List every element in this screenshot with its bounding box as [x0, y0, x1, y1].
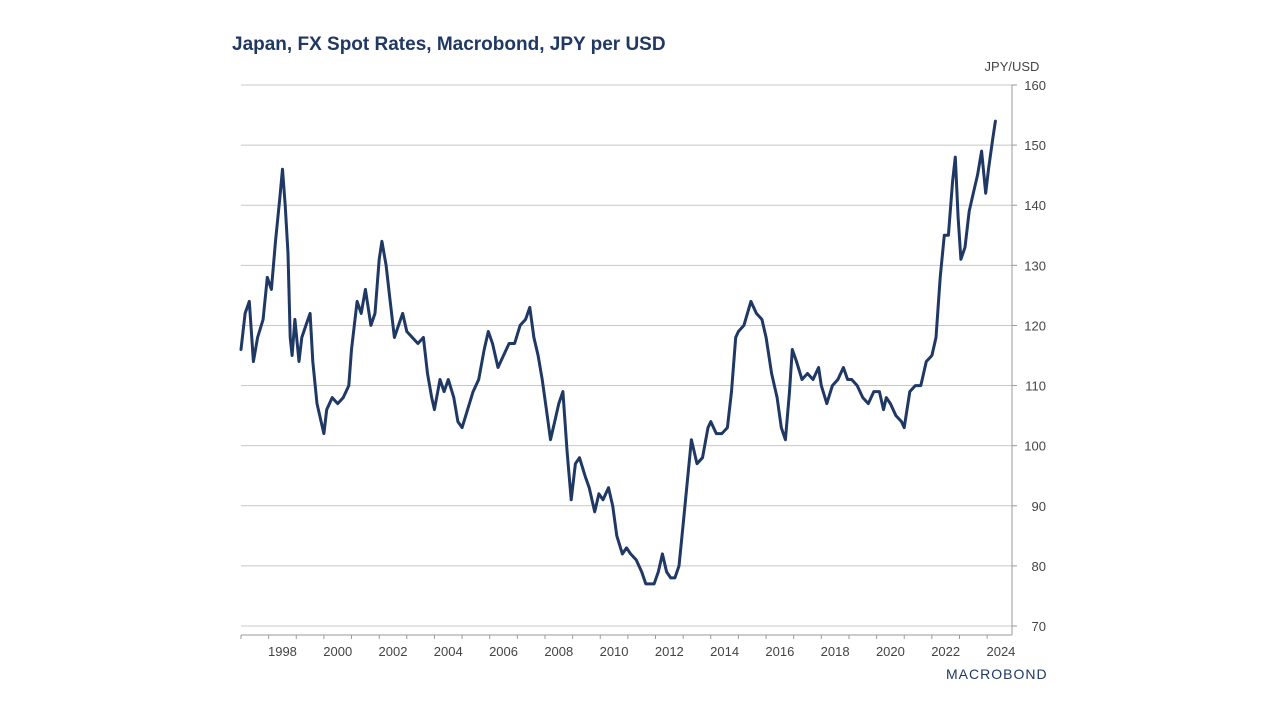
chart-title: Japan, FX Spot Rates, Macrobond, JPY per… [232, 34, 666, 55]
y-tick-label-120: 120 [1024, 318, 1046, 333]
y-tick-label-80: 80 [1032, 559, 1046, 574]
y-tick-label-130: 130 [1024, 258, 1046, 273]
x-tick-label-2024: 2024 [986, 644, 1015, 659]
y-axis-ticks: 70 80 90 100 110 120 130 140 150 160 [1012, 78, 1046, 634]
series-layer [239, 119, 997, 586]
x-tick-label-2022: 2022 [931, 644, 960, 659]
x-tick-label-2006: 2006 [489, 644, 518, 659]
x-axis-ticks: 1998 2000 2002 2004 2006 2008 2010 2012 2014 2016… [240, 635, 1015, 659]
x-tick-label-2010: 2010 [600, 644, 629, 659]
y-tick-label-140: 140 [1024, 198, 1046, 213]
axes [241, 85, 1013, 636]
y-axis-unit-label: JPY/USD [985, 59, 1040, 74]
y-tick-label-70: 70 [1032, 619, 1046, 634]
x-tick-label-2002: 2002 [379, 644, 408, 659]
x-tick-label-2020: 2020 [876, 644, 905, 659]
x-tick-label-2016: 2016 [765, 644, 794, 659]
x-tick-label-2000: 2000 [323, 644, 352, 659]
y-tick-label-150: 150 [1024, 138, 1046, 153]
y-tick-label-90: 90 [1032, 499, 1046, 514]
y-tick-label-160: 160 [1024, 78, 1046, 93]
macrobond-logo: MACROBOND [946, 666, 1048, 682]
x-tick-label-2012: 2012 [655, 644, 684, 659]
y-tick-label-110: 110 [1025, 379, 1046, 394]
x-tick-label-1998: 1998 [268, 644, 297, 659]
y-tick-label-100: 100 [1024, 439, 1046, 454]
gridlines [241, 84, 1012, 627]
x-tick-label-2014: 2014 [710, 644, 739, 659]
x-tick-label-2008: 2008 [544, 644, 573, 659]
x-tick-label-2018: 2018 [821, 644, 850, 659]
series-line-jpy-per-usd [239, 119, 997, 586]
x-tick-label-2004: 2004 [434, 644, 463, 659]
